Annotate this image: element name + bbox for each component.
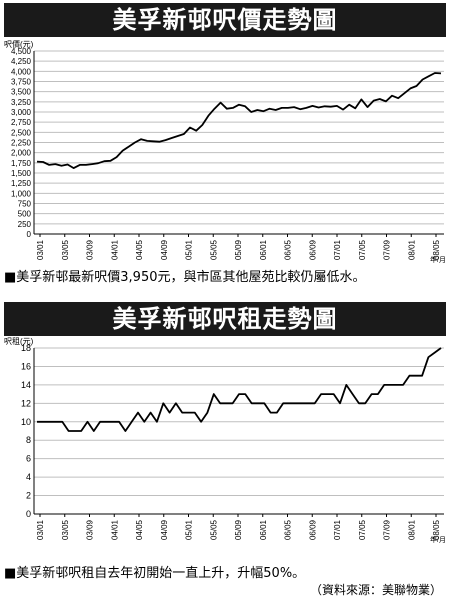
y-tick-label: 3,500	[11, 88, 32, 97]
rent-caption: ■美孚新邨呎租自去年初開始一直上升，升幅50%。	[4, 566, 306, 581]
x-tick-label: 03/05	[61, 519, 70, 540]
y-tick-label: 8	[26, 435, 31, 445]
x-tick-label: 08/05	[432, 519, 441, 540]
y-axis-label: 呎價(元)	[4, 40, 34, 49]
x-tick-label: 08/01	[407, 519, 416, 540]
price-caption: ■美孚新邨最新呎價3,950元，與市區其他屋苑比較仍屬低水。	[4, 270, 366, 285]
x-tick-label: 08/01	[407, 239, 416, 260]
x-axis-unit: 年/月	[430, 255, 446, 263]
x-tick-label: 04/05	[135, 519, 144, 540]
x-tick-label: 05/01	[185, 519, 194, 540]
y-tick-label: 4,500	[11, 47, 32, 56]
x-tick-label: 03/09	[86, 519, 95, 540]
y-tick-label: 1,750	[11, 159, 32, 168]
y-tick-label: 10	[21, 417, 31, 427]
y-tick-label: 18	[21, 343, 31, 353]
x-tick-label: 06/05	[284, 519, 293, 540]
x-tick-label: 08/05	[432, 239, 441, 260]
x-tick-label: 06/05	[284, 239, 293, 260]
y-tick-label: 2	[26, 491, 31, 501]
y-tick-label: 1,500	[11, 169, 32, 178]
x-tick-label: 07/05	[358, 519, 367, 540]
x-tick-label: 05/05	[209, 519, 218, 540]
x-tick-label: 03/01	[36, 519, 45, 540]
x-tick-label: 06/09	[308, 239, 317, 260]
y-tick-label: 6	[26, 454, 31, 464]
y-tick-label: 12	[21, 398, 31, 408]
y-axis-label: 呎租(元)	[4, 337, 34, 346]
x-tick-label: 04/09	[160, 519, 169, 540]
y-tick-label: 4,250	[11, 57, 32, 66]
x-tick-label: 04/05	[135, 239, 144, 260]
y-tick-label: 250	[18, 220, 32, 229]
x-tick-label: 05/09	[234, 239, 243, 260]
x-tick-label: 06/09	[308, 519, 317, 540]
y-tick-label: 3,750	[11, 78, 32, 87]
y-tick-label: 1,000	[11, 189, 32, 198]
y-tick-label: 3,250	[11, 98, 32, 107]
y-tick-label: 2,250	[11, 139, 32, 148]
y-tick-label: 2,750	[11, 118, 32, 127]
y-tick-label: 14	[21, 380, 31, 390]
x-tick-label: 05/05	[209, 239, 218, 260]
x-tick-label: 05/09	[234, 519, 243, 540]
y-tick-label: 3,000	[11, 108, 32, 117]
x-tick-label: 03/05	[61, 239, 70, 260]
y-tick-label: 1,250	[11, 179, 32, 188]
x-tick-label: 07/09	[383, 239, 392, 260]
x-tick-label: 06/01	[259, 519, 268, 540]
x-tick-label: 07/01	[333, 519, 342, 540]
y-tick-label: 500	[18, 210, 32, 219]
x-tick-label: 07/09	[383, 519, 392, 540]
y-tick-label: 750	[18, 200, 32, 209]
source-note: （資料來源：美聯物業）	[309, 583, 442, 597]
x-axis-unit: 年/月	[430, 535, 446, 544]
y-tick-label: 0	[27, 230, 32, 239]
y-tick-label: 4,000	[11, 67, 32, 76]
rent-chart-title: 美孚新邨呎租走勢圖	[4, 302, 446, 336]
series-line	[37, 347, 442, 432]
y-tick-label: 16	[21, 361, 31, 371]
x-tick-label: 04/01	[110, 519, 119, 540]
y-tick-label: 0	[26, 509, 31, 519]
x-tick-label: 04/01	[110, 239, 119, 260]
price-chart-title: 美孚新邨呎價走勢圖	[4, 3, 446, 37]
x-tick-label: 04/09	[160, 239, 169, 260]
x-tick-label: 06/01	[259, 239, 268, 260]
x-tick-label: 03/09	[86, 239, 95, 260]
series-line	[36, 72, 442, 170]
x-tick-label: 03/01	[36, 239, 45, 260]
y-tick-label: 2,500	[11, 128, 32, 137]
y-tick-label: 2,000	[11, 149, 32, 158]
x-tick-label: 07/05	[358, 239, 367, 260]
x-tick-label: 07/01	[333, 239, 342, 260]
y-tick-label: 4	[26, 472, 31, 482]
x-tick-label: 05/01	[185, 239, 194, 260]
